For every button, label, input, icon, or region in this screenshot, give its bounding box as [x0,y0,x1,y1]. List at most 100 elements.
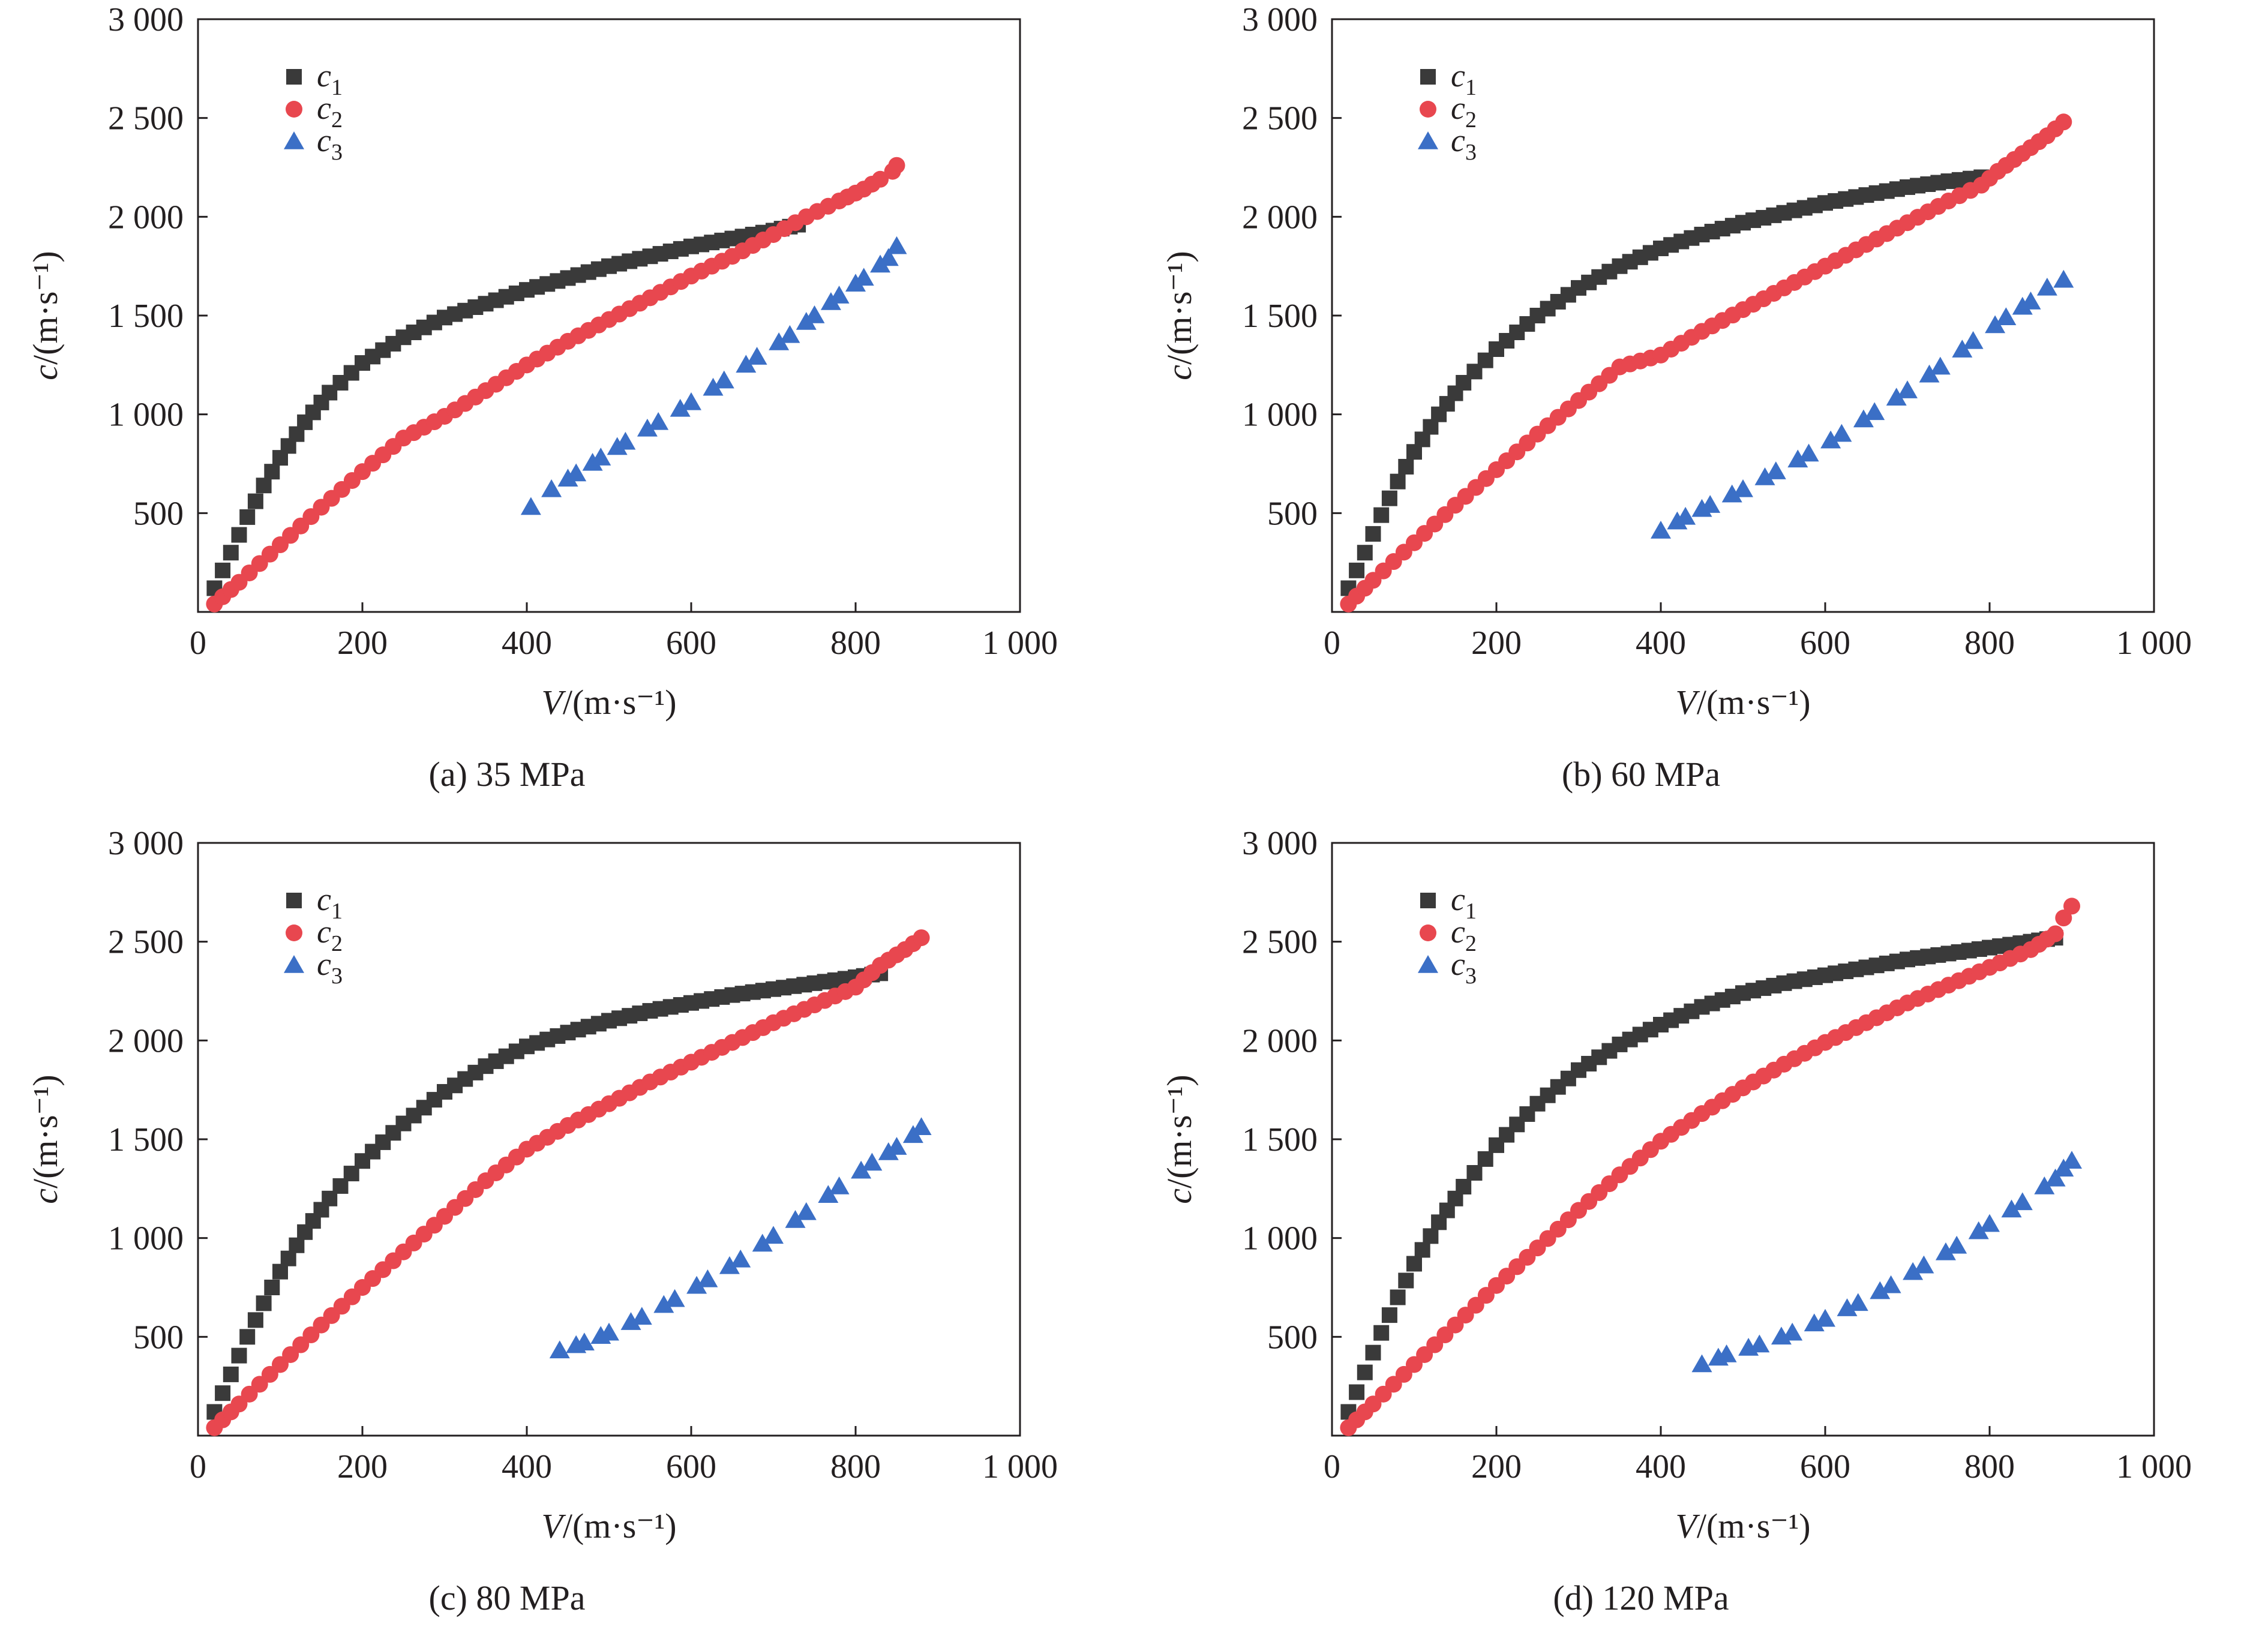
c3-data-point [549,1340,570,1359]
c1-data-point [231,1347,247,1364]
chart-panel-b: 0 200 400 600 800 1 000 500 1 000 1 500 2 000 2 50… [1134,0,2268,824]
y-axis-label: c/(m·s⁻¹) [1160,251,1199,380]
y-axis-label: c/(m·s⁻¹) [26,251,65,380]
c3-data-point [1903,1262,1924,1280]
c2-data-point [913,929,930,947]
y-tick-label: 2 000 [108,1022,184,1059]
c3-data-point [804,305,825,323]
c1-data-point [1423,1228,1439,1244]
c3-data-point [851,1160,872,1179]
c1-data-point [1390,1289,1406,1305]
c3-data-point [574,1332,595,1350]
series-c2 [1340,897,2080,1436]
x-tick-label: 600 [1800,625,1850,662]
x-tick-label: 400 [1636,1448,1686,1485]
c3-data-point [730,1249,751,1268]
c1-data-point [1406,1256,1422,1272]
c3-data-point [763,1226,784,1244]
c1-data-point [1365,1344,1381,1361]
c3-data-point [1870,1281,1891,1299]
c3-data-point [713,370,734,389]
series-c1 [1340,169,1990,596]
c3-data-point [582,452,603,471]
x-tick-label: 1 000 [982,1448,1058,1485]
c1-data-point [1349,562,1365,578]
c1-data-point [239,1329,256,1345]
legend-label-c1: c1 [1451,881,1477,924]
c3-data-point [284,955,304,973]
c1-data-point [1381,1307,1397,1323]
y-axis-label: c/(m·s⁻¹) [26,1074,65,1204]
c3-data-point [520,497,541,515]
legend-label-c3: c3 [317,122,343,165]
c3-data-point [1749,1334,1770,1353]
c3-data-point [697,1269,718,1287]
c3-data-point [2012,296,2033,315]
c3-data-point [1963,331,1984,349]
y-tick-label: 3 000 [108,1,184,38]
x-axis-label: V/(m·s⁻¹) [1675,1506,1810,1545]
c3-data-point [1418,955,1438,973]
c3-data-point [620,1312,641,1330]
c3-data-point [2036,277,2057,296]
c3-data-point [769,332,790,350]
c3-data-point [686,1275,707,1294]
c3-data-point [1716,1344,1737,1362]
c3-data-point [1985,315,2006,334]
c3-data-point [1765,461,1786,479]
c1-data-point [231,527,247,543]
y-tick-label: 1 000 [1242,1220,1318,1257]
c3-data-point [1946,1235,1967,1254]
x-axis-label: V/(m·s⁻¹) [541,683,676,722]
c3-data-point [1880,1275,1901,1293]
y-tick-label: 1 000 [1242,397,1318,434]
x-tick-label: 800 [1964,1448,2015,1485]
c3-data-point [1930,356,1951,375]
series-c1 [206,965,889,1420]
y-tick-label: 2 000 [108,199,184,236]
c3-data-point [1996,307,2017,326]
c3-data-point [1979,1214,2000,1232]
c3-data-point [886,236,907,254]
c1-data-point [286,69,302,85]
c1-data-point [264,1280,280,1295]
c3-data-point [1853,409,1874,428]
c1-data-point [215,562,231,578]
c2-data-point [872,170,889,188]
c3-data-point [1815,1308,1835,1327]
chart-svg: 0 200 400 600 800 1 000 500 1 000 1 500 2 000 2 50… [26,825,1058,1617]
x-tick-label: 1 000 [2116,625,2192,662]
c3-data-point [681,392,701,410]
c3-data-point [1952,340,1973,358]
series-c3 [1651,269,2074,539]
c3-data-point [1700,495,1721,513]
c3-data-point [1787,449,1808,468]
x-tick-label: 0 [1324,1448,1340,1485]
legend-label-c2: c2 [1451,90,1477,133]
c1-data-point [264,464,280,480]
y-tick-label: 3 000 [1242,825,1318,862]
y-tick-label: 1 000 [108,397,184,434]
c3-data-point [886,1137,907,1155]
c3-data-point [1935,1242,1956,1260]
c3-data-point [2001,1199,2022,1218]
c3-data-point [1782,1322,1803,1341]
y-tick-label: 2 500 [108,100,184,137]
c3-data-point [1667,511,1688,530]
x-axis-label: V/(m·s⁻¹) [1675,683,1810,722]
panel-caption: (d) 120 MPa [1553,1578,1729,1617]
c3-data-point [1798,443,1819,462]
chart-panel-c: 0 200 400 600 800 1 000 500 1 000 1 500 2 000 2 50… [0,824,1134,1647]
chart-panel-d: 0 200 400 600 800 1 000 500 1 000 1 500 2 000 2 50… [1134,824,2268,1647]
y-tick-label: 2 500 [1242,100,1318,137]
legend-label-c3: c3 [317,946,343,989]
c3-data-point [1820,430,1841,449]
y-tick-label: 2 500 [108,924,184,961]
c3-data-point [736,355,757,373]
series-c3 [1691,1151,2082,1373]
c3-data-point [1651,520,1671,539]
c1-data-point [1456,1179,1472,1195]
